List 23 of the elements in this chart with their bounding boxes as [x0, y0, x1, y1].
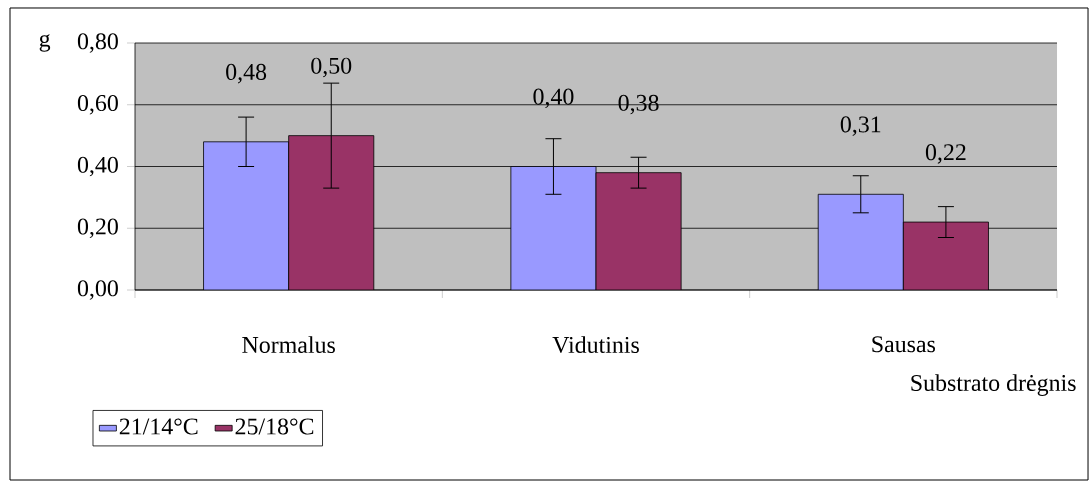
y-tick-label: 0,80	[77, 33, 118, 53]
legend-label: 21/14°C	[119, 418, 198, 435]
y-tick-label: 0,40	[77, 156, 118, 177]
data-label: 0,48	[226, 63, 267, 84]
y-tick-label: 0,00	[77, 280, 118, 300]
y-axis-title: g	[39, 34, 51, 52]
y-tick-label: 0,20	[77, 218, 118, 239]
bar	[203, 141, 290, 290]
bar	[595, 172, 682, 290]
data-label: 0,31	[840, 116, 881, 136]
x-tick-label: Sausas	[872, 336, 936, 353]
data-label: 0,22	[925, 144, 966, 164]
x-axis-title: Substrato drėgnis	[911, 374, 1076, 396]
legend-label: 25/18°C	[235, 418, 314, 435]
data-label: 0,40	[533, 88, 574, 109]
data-label: 0,50	[311, 57, 352, 78]
x-tick-label: Normalus	[242, 336, 335, 353]
y-tick-label: 0,60	[77, 94, 118, 115]
bar	[902, 221, 989, 290]
bar	[817, 193, 904, 290]
x-tick-label: Vidutinis	[552, 336, 639, 354]
bar	[288, 135, 375, 290]
bar	[510, 166, 597, 290]
